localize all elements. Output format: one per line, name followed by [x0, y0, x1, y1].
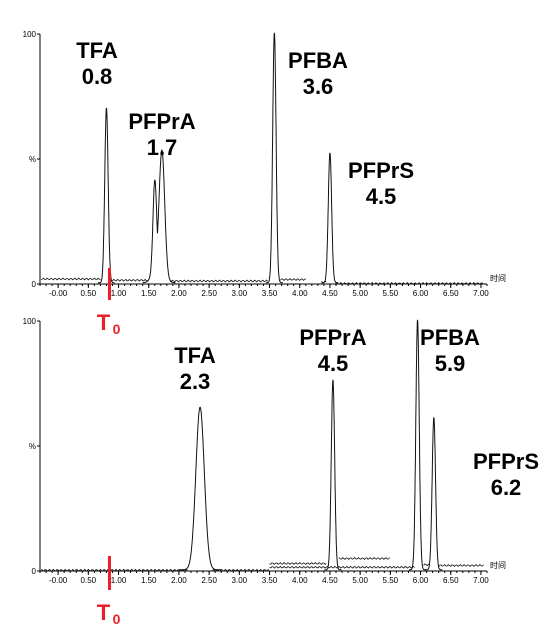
peak-name-pfprs: PFPrS [473, 449, 539, 474]
peak-trace-tfa [98, 107, 115, 284]
x-tick-label: 1.00 [111, 289, 127, 298]
x-tick-label: 5.50 [383, 576, 399, 585]
x-tick-label: 4.00 [292, 576, 308, 585]
peak-trace-pfpra [142, 149, 176, 284]
peak-rt-tfa: 2.3 [180, 369, 211, 394]
peak-trace-pfpra [324, 379, 342, 571]
x-tick-label: 0.50 [81, 576, 97, 585]
peak-name-tfa: TFA [174, 343, 216, 368]
baseline-trace [40, 277, 101, 281]
peak-rt-pfba: 3.6 [303, 74, 334, 99]
peak-name-pfpra: PFPrA [128, 109, 195, 134]
y-tick-label: 100 [23, 30, 37, 39]
x-tick-label: 3.00 [232, 576, 248, 585]
chromatogram-panel-2: 0% 100 -0.00 0.50 1.00 1.50 2.00 2.50 3.00 3.50 4.… [23, 317, 539, 627]
y-tick-label: 0 [32, 567, 37, 576]
x-tick-label: -0.00 [49, 576, 68, 585]
x-tick-label: 2.00 [171, 289, 187, 298]
x-tick-label: 2.50 [201, 289, 217, 298]
baseline-trace [423, 563, 430, 567]
x-tick-label: 1.50 [141, 576, 157, 585]
chromatogram-panel-1: 0% 100 -0.00 0.50 1.00 1.50 2.00 2.50 3.00 3.50 4.… [23, 30, 506, 337]
peak-rt-tfa: 0.8 [82, 64, 113, 89]
x-tick-label: 6.00 [413, 289, 429, 298]
x-tick-label: 4.50 [322, 289, 338, 298]
peak-name-pfprs: PFPrS [348, 158, 414, 183]
x-tick-label: 3.50 [262, 576, 278, 585]
peak-trace-pfba [409, 319, 426, 571]
t0-marker-label: T [97, 310, 111, 335]
x-tick-label: 6.50 [443, 576, 459, 585]
peak-rt-pfpra: 4.5 [318, 351, 349, 376]
x-tick-label: 2.50 [201, 576, 217, 585]
y-tick-label: 100 [23, 317, 37, 326]
y-tick-label: % [29, 155, 36, 164]
x-tick-label: 5.50 [383, 289, 399, 298]
peak-name-pfba: PFBA [288, 48, 348, 73]
baseline-trace [269, 562, 327, 565]
baseline-trace [41, 568, 188, 572]
x-tick-label: 0.50 [81, 289, 97, 298]
t0-marker-label: T [97, 600, 111, 625]
baseline-trace [334, 282, 484, 285]
baseline-trace [169, 279, 268, 283]
x-axis-label: 时间 [490, 560, 506, 570]
baseline-trace [338, 557, 390, 560]
x-tick-label: 7.00 [473, 289, 489, 298]
x-tick-label: 3.50 [262, 289, 278, 298]
x-tick-label: 6.50 [443, 289, 459, 298]
t0-marker-subscript: 0 [113, 611, 121, 627]
peak-trace-pfba [265, 32, 283, 284]
peak-trace-pfprs [425, 417, 443, 571]
peak-trace-tfa [178, 406, 221, 571]
peak-trace-pfprs [321, 152, 339, 284]
baseline-trace [211, 568, 270, 572]
peak-rt-pfprs: 6.2 [491, 475, 522, 500]
x-tick-label: 5.00 [352, 576, 368, 585]
peak-name-pfba: PFBA [420, 325, 480, 350]
x-axis-label: 时间 [490, 273, 506, 283]
peak-rt-pfpra: 1.7 [147, 135, 178, 160]
x-tick-label: 6.00 [413, 576, 429, 585]
baseline-trace [280, 278, 307, 281]
peak-name-tfa: TFA [76, 38, 118, 63]
baseline-trace [438, 564, 484, 567]
x-tick-label: 1.00 [111, 576, 127, 585]
t0-marker-subscript: 0 [113, 321, 121, 337]
x-tick-label: 1.50 [141, 289, 157, 298]
x-tick-label: 2.00 [171, 576, 187, 585]
x-tick-label: 4.50 [322, 576, 338, 585]
x-tick-label: 4.00 [292, 289, 308, 298]
x-tick-label: -0.00 [49, 289, 68, 298]
y-tick-label: % [29, 442, 36, 451]
peak-rt-pfba: 5.9 [435, 351, 466, 376]
peak-name-pfpra: PFPrA [299, 325, 366, 350]
x-tick-label: 5.00 [352, 289, 368, 298]
x-tick-label: 3.00 [232, 289, 248, 298]
x-tick-label: 7.00 [473, 576, 489, 585]
baseline-trace [111, 278, 150, 282]
baseline-trace [269, 565, 415, 569]
y-tick-label: 0 [32, 280, 37, 289]
peak-rt-pfprs: 4.5 [366, 184, 397, 209]
